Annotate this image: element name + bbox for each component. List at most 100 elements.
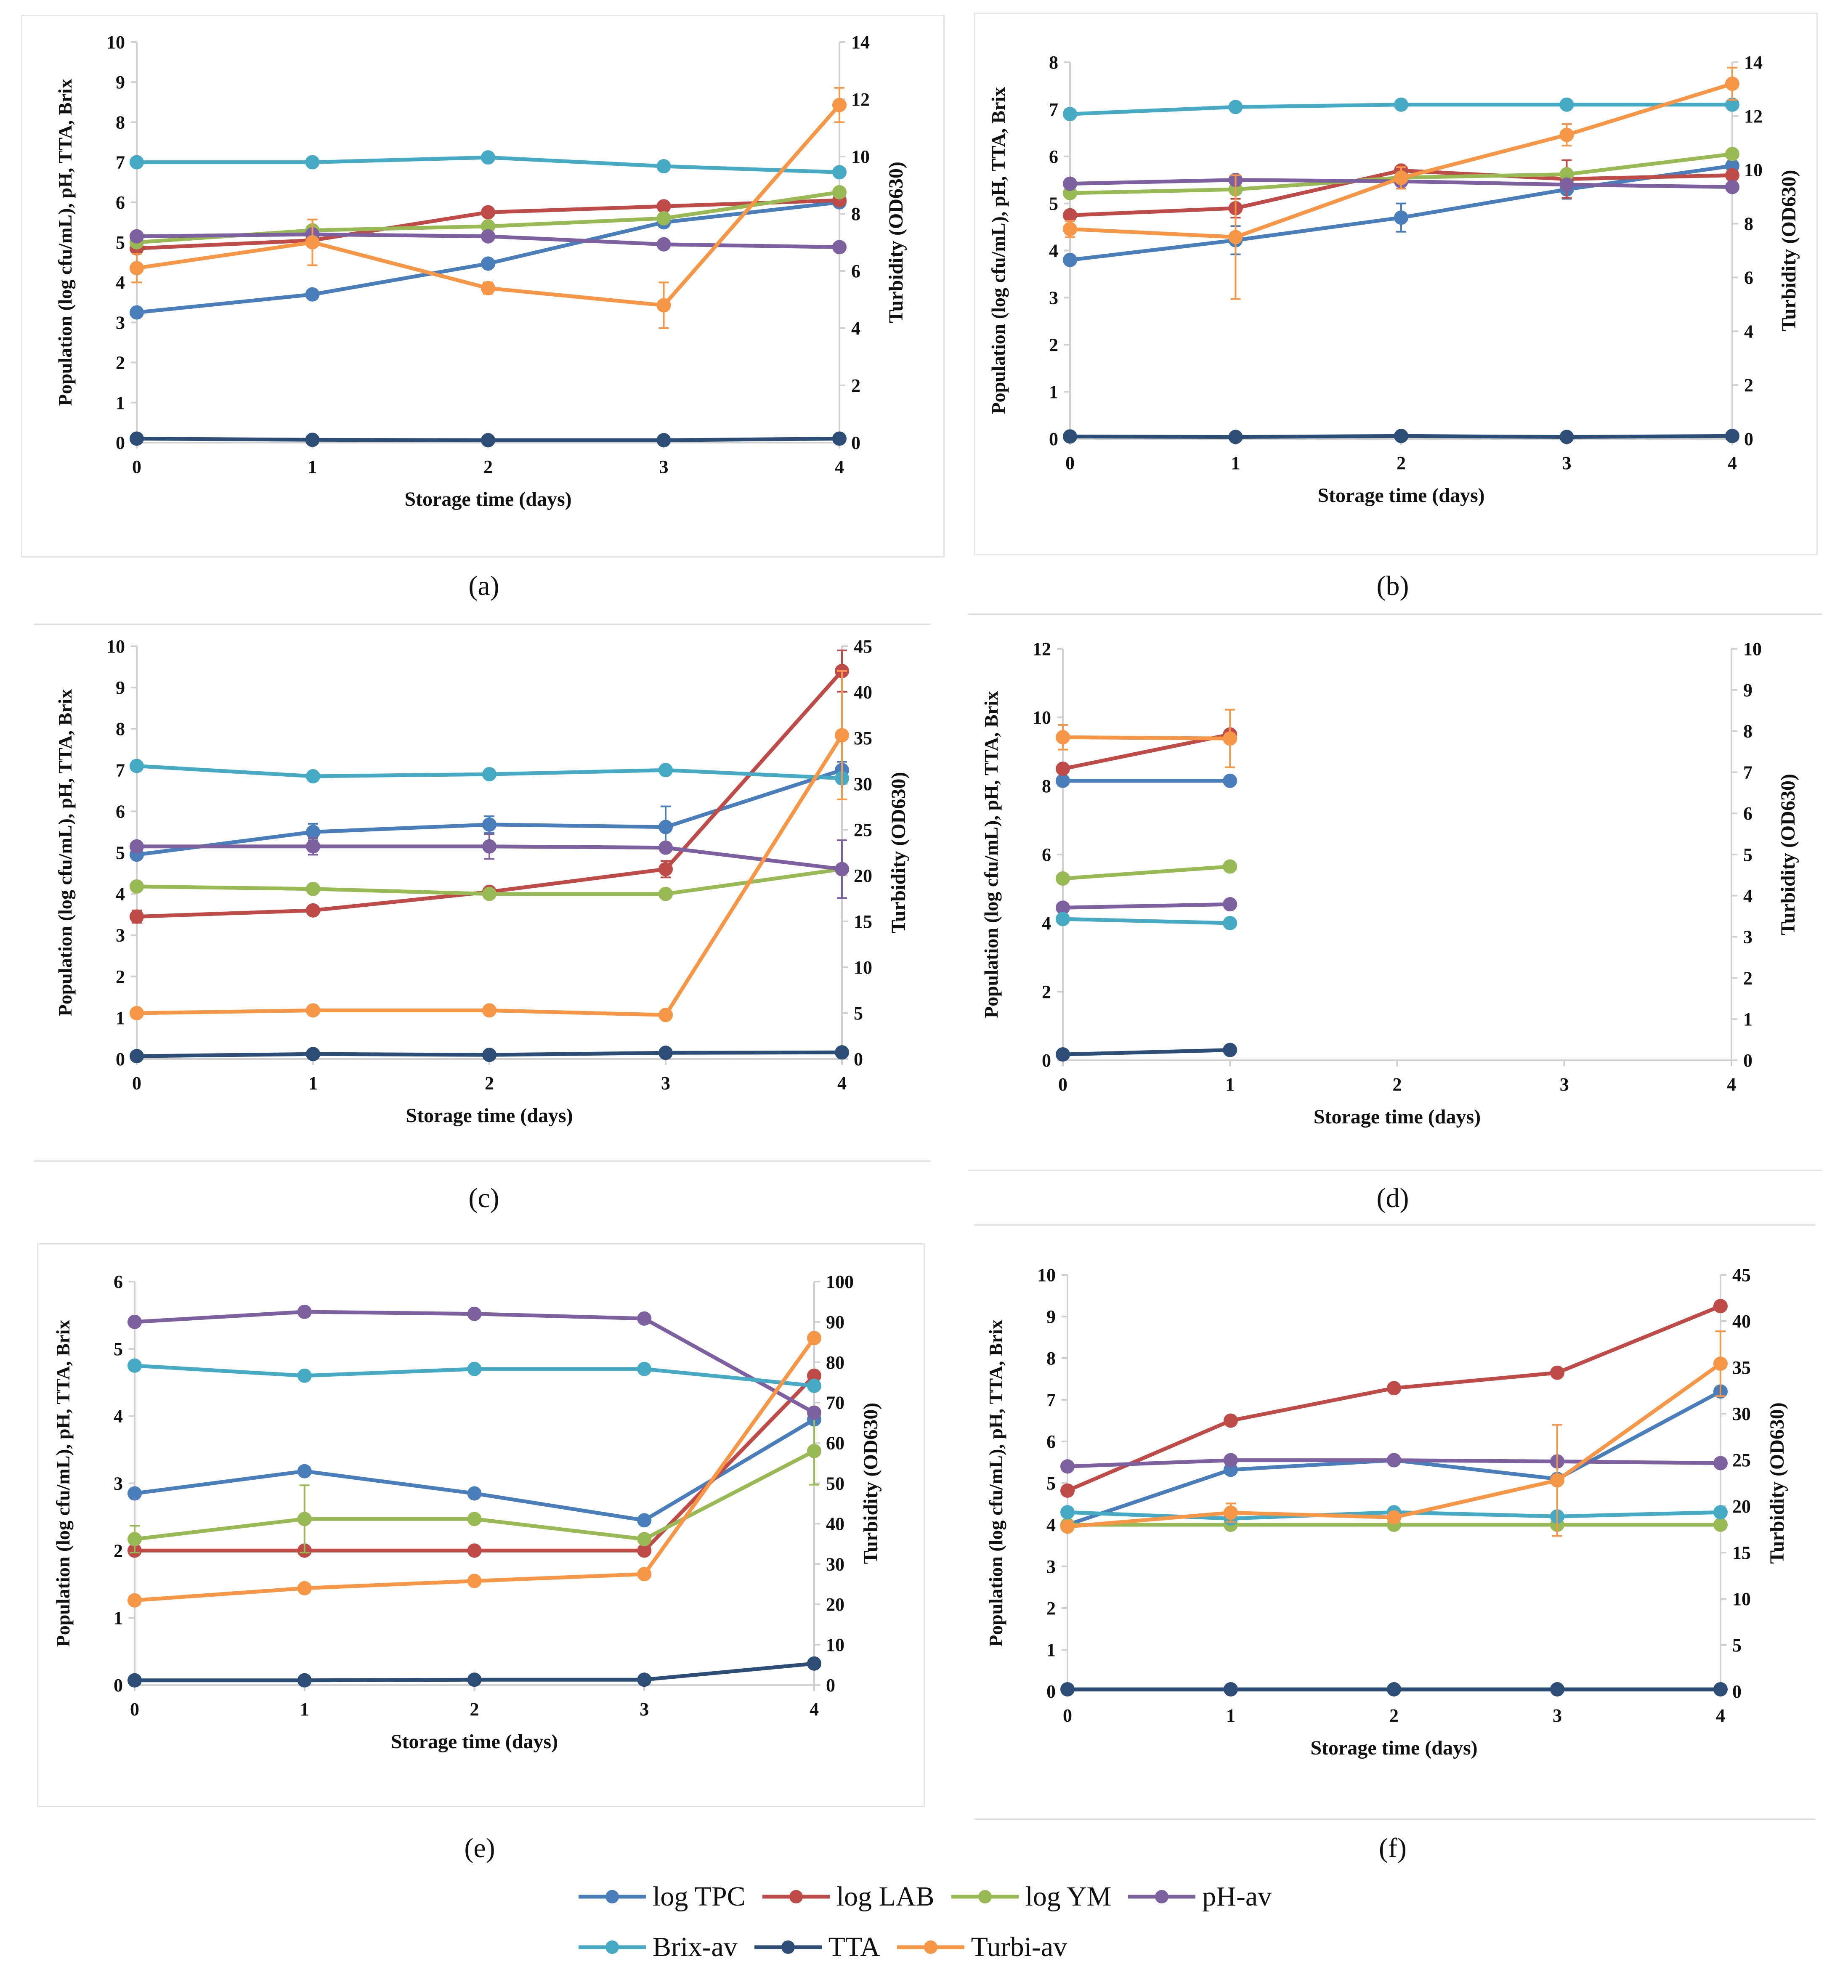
- data-point-brix: [656, 159, 671, 174]
- y2-tick-label: 10: [1743, 639, 1762, 659]
- data-point-tta: [1223, 1043, 1237, 1057]
- x-tick-label: 3: [1560, 1074, 1569, 1095]
- data-point-tta: [1725, 429, 1739, 443]
- series-ph: [130, 227, 847, 255]
- y-tick-label: 2: [114, 1540, 123, 1561]
- legend-label-lab: log LAB: [836, 1881, 935, 1912]
- series-ym: [127, 1416, 821, 1554]
- y2-tick-label: 10: [1744, 160, 1763, 180]
- legend-marker-svg: [579, 1890, 646, 1903]
- y-tick-label: 9: [116, 72, 125, 93]
- y2-tick-label: 10: [826, 1635, 844, 1655]
- y2-tick-label: 4: [851, 318, 860, 339]
- legend-label-ym: log YM: [1025, 1881, 1112, 1912]
- y2-axis-title: Turbidity (OD630): [1778, 170, 1800, 332]
- x-tick-label: 2: [470, 1699, 479, 1720]
- data-point-ym: [482, 887, 497, 901]
- x-tick-label: 4: [1728, 453, 1737, 473]
- y2-tick-label: 60: [826, 1433, 844, 1454]
- data-point-tta: [297, 1673, 312, 1688]
- data-point-ym: [807, 1444, 821, 1458]
- x-tick-label: 2: [483, 457, 493, 477]
- x-tick-label: 0: [132, 1073, 141, 1094]
- series-line-tta: [1062, 1048, 1230, 1056]
- data-point-brix: [130, 759, 144, 773]
- data-point-turbi: [656, 298, 671, 313]
- data-point-brix: [1056, 912, 1070, 926]
- series-tta: [130, 1045, 849, 1064]
- data-point-tpc: [481, 256, 495, 271]
- series-line-brix: [1062, 917, 1230, 925]
- y2-axis-title: Turbidity (OD630): [860, 1403, 882, 1564]
- y-tick-label: 6: [116, 192, 125, 213]
- y2-tick-label: 10: [1732, 1589, 1751, 1609]
- data-point-tpc: [297, 1464, 312, 1478]
- caption-d: (d): [1376, 1183, 1409, 1213]
- legend-dot: [789, 1890, 803, 1903]
- chart-panel-f: 0 1 2 3 4 5 6 7 8 9 10 0 5 10 15 20 25 30 35 40 45 0 1 2 3 4 Stora…: [985, 1265, 1788, 1759]
- data-point-turbi: [1394, 170, 1408, 185]
- legend-item-turbi: Turbi-av: [897, 1931, 1067, 1963]
- y-tick-label: 2: [1042, 982, 1051, 1002]
- data-point-turbi: [1713, 1356, 1728, 1371]
- y2-tick-label: 35: [1732, 1357, 1751, 1378]
- y-tick-label: 3: [1046, 1556, 1056, 1577]
- divider-c-bottom: [34, 1160, 931, 1162]
- y2-tick-label: 6: [1743, 803, 1752, 824]
- data-point-tta: [832, 431, 847, 446]
- data-point-tpc: [637, 1513, 652, 1528]
- y2-tick-label: 9: [1743, 680, 1752, 701]
- series-brix: [1063, 97, 1739, 122]
- x-tick-label: 1: [300, 1699, 309, 1720]
- data-point-tpc: [127, 1486, 142, 1501]
- data-point-lab: [1387, 1381, 1401, 1396]
- y-tick-label: 1: [114, 1608, 123, 1628]
- y-tick-label: 0: [1042, 1050, 1051, 1071]
- divider-f-bottom: [974, 1818, 1816, 1820]
- y-tick-label: 3: [116, 925, 125, 946]
- y2-tick-label: 80: [826, 1352, 844, 1373]
- data-point-tpc: [305, 287, 320, 302]
- x-tick-label: 4: [837, 1073, 847, 1094]
- data-point-ym: [1056, 871, 1070, 886]
- y2-tick-label: 90: [826, 1312, 844, 1332]
- series-ph: [130, 833, 849, 899]
- data-point-tpc: [1223, 773, 1237, 788]
- data-point-tta: [658, 1046, 673, 1060]
- data-point-tta: [1228, 430, 1243, 444]
- y2-tick-label: 15: [1732, 1542, 1751, 1563]
- y-tick-label: 0: [116, 433, 125, 453]
- y-tick-label: 10: [1033, 707, 1051, 728]
- y2-tick-label: 14: [851, 32, 870, 53]
- y2-tick-label: 30: [1732, 1404, 1751, 1424]
- y-tick-label: 4: [116, 884, 125, 905]
- y2-tick-label: 8: [851, 204, 860, 224]
- y2-tick-label: 25: [854, 820, 872, 840]
- x-tick-label: 2: [485, 1073, 494, 1094]
- y2-tick-label: 12: [1744, 106, 1763, 127]
- data-point-ym: [658, 887, 673, 901]
- y-tick-label: 10: [1037, 1265, 1056, 1285]
- y2-tick-label: 2: [1743, 968, 1752, 988]
- data-point-brix: [658, 763, 673, 778]
- y2-tick-label: 0: [851, 433, 860, 453]
- data-point-brix: [127, 1358, 142, 1373]
- data-point-tta: [305, 433, 320, 447]
- y2-tick-label: 8: [1743, 721, 1752, 742]
- data-point-tta: [1224, 1682, 1238, 1697]
- data-point-turbi: [835, 728, 849, 743]
- y2-axis-title: Turbidity (OD630): [1777, 774, 1799, 935]
- data-point-ym: [467, 1512, 482, 1526]
- data-point-turbi: [637, 1567, 652, 1582]
- data-point-ph: [807, 1405, 821, 1420]
- y-axis-title: Population (log cfu/mL), pH, TTA, Brix: [988, 87, 1009, 414]
- y2-tick-label: 10: [854, 957, 872, 978]
- y-tick-label: 8: [1046, 1348, 1056, 1369]
- data-point-brix: [1228, 100, 1243, 114]
- y2-tick-label: 45: [854, 636, 872, 657]
- data-point-ph: [835, 862, 849, 876]
- data-point-turbi: [1725, 77, 1739, 91]
- y2-tick-label: 4: [1743, 886, 1752, 906]
- x-tick-label: 3: [1562, 453, 1572, 473]
- data-point-tta: [467, 1672, 482, 1687]
